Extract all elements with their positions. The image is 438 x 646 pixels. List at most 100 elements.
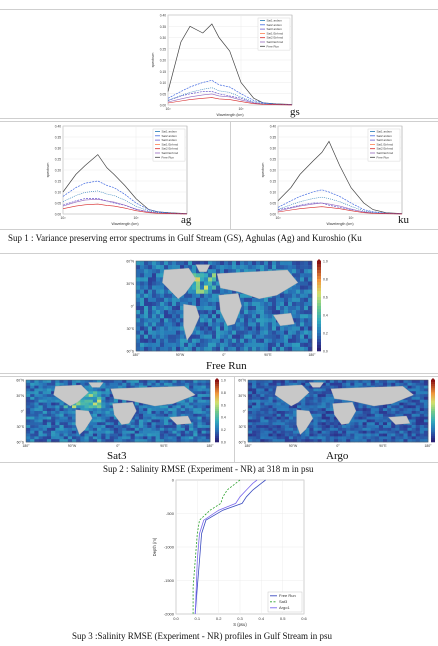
map-cell [423,413,429,417]
map-cell [164,427,169,432]
map-cell [256,310,261,315]
map-cell [193,394,198,398]
map-cell [180,342,185,348]
map-cell [248,269,253,274]
map-cell [144,293,149,299]
map-cell [26,436,31,440]
map-cell [264,394,269,398]
map-cell [399,430,404,434]
map-cell [256,322,261,327]
map-cell [350,380,355,384]
map-cell [46,399,52,403]
map-cell [300,322,305,327]
map-cell [30,419,35,423]
map-cell [411,394,417,398]
colorbar-step [317,330,321,334]
legend-entry: Free Run [279,593,296,598]
map-cell [118,382,123,386]
map-cell [288,310,293,315]
map-cell [143,433,148,437]
map-cell [196,273,201,278]
map-cell [407,433,412,437]
map-cell [148,273,153,278]
map-cell [208,338,213,344]
map-cell [105,427,110,432]
map-cell [140,293,145,299]
map-cell [208,289,213,295]
map-cell [151,427,156,432]
map-cell [370,427,376,432]
map-cell [180,408,186,412]
map-cell [244,261,249,266]
map-cell [143,419,148,423]
map-field [26,380,211,443]
map-cell [305,385,310,389]
map-cell [252,439,257,443]
map-cell [280,334,285,340]
map-cell [252,422,257,426]
map-cell [88,427,94,432]
map-cell [378,380,384,384]
map-cell [419,402,425,406]
map-cell [264,261,269,266]
map-cell [300,265,305,270]
map-cell [321,402,327,406]
map-cell [232,330,237,335]
map-cell [366,405,372,409]
map-cell [321,385,327,389]
map-cell [160,277,165,282]
map-cell [88,391,94,395]
colorbar-cap [431,378,435,380]
map-cell [156,326,161,331]
map-cell [256,430,261,434]
map-cell [55,419,60,423]
map-cell [176,318,181,323]
map-cell [130,439,136,443]
map-cell [188,334,193,340]
map-cell [399,380,404,384]
map-cell [172,422,177,426]
map-cell [152,306,157,311]
map-cell [387,419,392,423]
map-cell [197,391,202,395]
map-cell [76,433,81,437]
map-cell [193,416,198,420]
map-cell [297,436,302,440]
map-cell [144,318,149,323]
map-cell [151,382,156,386]
map-cell [184,297,189,303]
map-cell [374,427,380,432]
map-cell [391,382,396,386]
map-cell [184,425,190,429]
map-cell [101,405,106,409]
map-cell [55,396,60,401]
map-cell [105,411,110,415]
map-cell [172,330,177,335]
map-cell [264,430,269,434]
map-cell [51,425,56,429]
map-cell [192,285,197,290]
map-cell [309,425,314,429]
map-cell [244,297,249,303]
map-cell [88,394,94,398]
map-cell [272,394,277,398]
map-cell [399,427,404,432]
map-cell [252,318,257,323]
map-cell [143,382,148,386]
map-cell [156,310,161,315]
map-cell [346,382,351,386]
map-cell [205,394,211,398]
map-cell [51,380,56,384]
map-cell [118,433,123,437]
map-cell [216,281,221,286]
map-cell [200,346,205,352]
map-cell [309,405,314,409]
continent [88,382,104,388]
series-line [277,189,403,214]
map-cell [354,422,359,426]
map-cell [97,396,102,401]
map-cell [256,402,261,406]
map-cell [387,430,392,434]
colorbar-step [215,433,219,437]
map-cell [113,385,119,389]
